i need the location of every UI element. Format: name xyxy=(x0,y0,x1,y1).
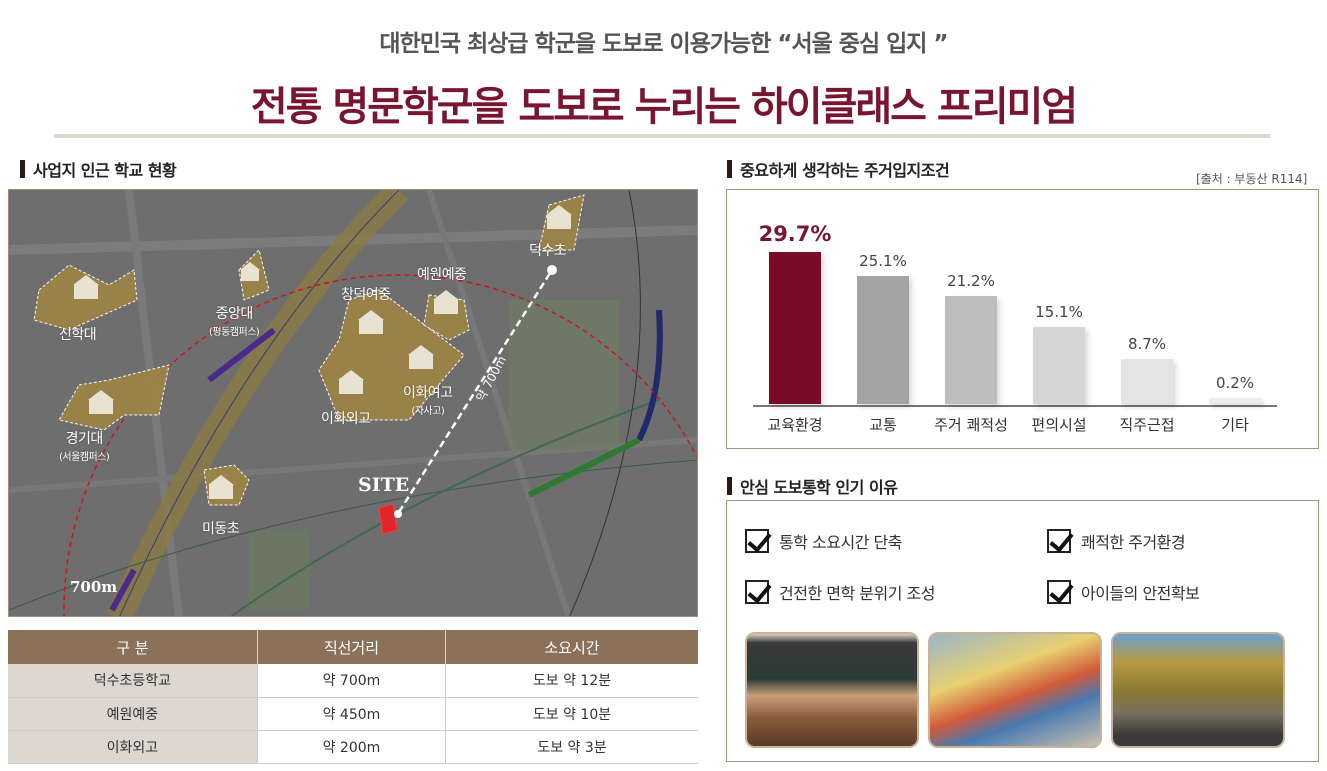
chart-section-title-text: 중요하게 생각하는 주거입지조건 xyxy=(740,161,950,180)
bar-rect xyxy=(1033,327,1085,404)
bar-category-label: 교통 xyxy=(869,416,897,434)
table-header: 소요시간 xyxy=(445,630,698,664)
reason-text: 통학 소요시간 단축 xyxy=(779,533,902,552)
bar-rect xyxy=(1209,398,1261,404)
table-cell: 이화외고 xyxy=(8,730,258,764)
table-header-row: 구 분 직선거리 소요시간 xyxy=(8,630,698,664)
bar-value-label: 0.2% xyxy=(1215,374,1255,392)
chart-section-title: 중요하게 생각하는 주거입지조건 xyxy=(727,157,950,181)
radius-label: 700m xyxy=(70,578,118,596)
table-cell: 도보 약 12분 xyxy=(445,664,698,698)
children-walking-photo xyxy=(928,632,1102,748)
map-label-school: 경기대 (서울캠퍼스) xyxy=(59,431,110,463)
reason-item: 쾌적한 주거환경 xyxy=(1047,529,1186,553)
map-label-school: 예원예중 xyxy=(417,267,467,283)
bar-rect xyxy=(769,252,821,404)
chart-bar: 8.7% xyxy=(1121,335,1173,404)
bar-rect xyxy=(945,296,997,404)
reasons-section-title-text: 안심 도보통학 인기 이유 xyxy=(740,478,898,497)
table-cell: 덕수초등학교 xyxy=(8,664,258,698)
chart-bar: 25.1% xyxy=(857,252,909,404)
map-label-school: 미동초 xyxy=(202,521,240,537)
table-cell: 예원예중 xyxy=(8,697,258,731)
checkbox-checked-icon xyxy=(1047,529,1071,553)
table-row: 예원예중 약 450m 도보 약 10분 xyxy=(8,697,698,731)
reasons-section-title: 안심 도보통학 인기 이유 xyxy=(727,474,898,498)
chart-bar: 21.2% xyxy=(945,272,997,404)
map-section-title-text: 사업지 인근 학교 현황 xyxy=(33,161,177,180)
site-label: SITE xyxy=(358,474,410,496)
table-cell: 도보 약 10분 xyxy=(445,697,698,731)
table-row: 덕수초등학교 약 700m 도보 약 12분 xyxy=(8,664,698,698)
table-header: 직선거리 xyxy=(257,630,447,664)
bar-category-label: 교육환경 xyxy=(767,416,823,434)
bar-rect xyxy=(1121,359,1173,404)
bar-category-label: 직주근접 xyxy=(1119,416,1175,434)
chart-bar: 15.1% xyxy=(1033,303,1085,404)
chart-bar: 29.7% xyxy=(759,222,831,404)
school-map: 신학대 중앙대 (평동캠퍼스) 경기대 (서울캠퍼스) 미동초 창덕여중 예원예중 … xyxy=(8,189,698,617)
reason-text: 건전한 면학 분위기 조성 xyxy=(779,584,935,603)
map-section-title: 사업지 인근 학교 현황 xyxy=(20,157,177,181)
header-divider xyxy=(54,134,1270,138)
title-bar-icon xyxy=(727,477,732,495)
reason-text: 아이들의 안전확보 xyxy=(1081,584,1200,603)
bar-rect xyxy=(857,276,909,404)
reason-item: 통학 소요시간 단축 xyxy=(745,529,902,553)
classroom-photo xyxy=(745,632,919,748)
page-subtitle: 대한민국 최상급 학군을 도보로 이용가능한 “서울 중심 입지 ” xyxy=(379,31,948,57)
bar-value-label: 21.2% xyxy=(947,272,995,290)
bar-value-label: 25.1% xyxy=(859,252,907,270)
chart-bar: 0.2% xyxy=(1209,374,1261,404)
chart-x-axis xyxy=(753,405,1277,407)
map-label-school: 덕수초 xyxy=(529,243,567,259)
bar-value-label: 8.7% xyxy=(1127,335,1167,353)
map-graphics xyxy=(9,190,697,616)
map-label-school: 중앙대 (평동캠퍼스) xyxy=(209,306,260,338)
checkbox-checked-icon xyxy=(745,580,769,604)
chart-source: [출처 : 부동산 R114] xyxy=(1196,172,1308,186)
table-header: 구 분 xyxy=(8,630,258,664)
reason-item: 건전한 면학 분위기 조성 xyxy=(745,580,935,604)
table-cell: 도보 약 3분 xyxy=(445,730,698,764)
bar-value-label: 15.1% xyxy=(1035,303,1083,321)
table-row: 이화외고 약 200m 도보 약 3분 xyxy=(8,730,698,764)
tree-lined-street-photo xyxy=(1111,632,1285,748)
bar-chart: 29.7% 교육환경 25.1% 교통 21.2% 주거 쾌적성 15.1% 편의시설 8.7%… xyxy=(726,189,1319,449)
title-bar-icon xyxy=(20,160,25,178)
bar-value-label: 29.7% xyxy=(758,222,832,246)
checkbox-checked-icon xyxy=(1047,580,1071,604)
reason-text: 쾌적한 주거환경 xyxy=(1081,533,1186,552)
bar-category-label: 주거 쾌적성 xyxy=(934,416,1008,434)
reasons-panel: 통학 소요시간 단축 쾌적한 주거환경 건전한 면학 분위기 조성 아이들의 안… xyxy=(726,500,1319,762)
map-label-school: 이화외고 xyxy=(321,411,371,427)
map-label-school: 창덕여중 xyxy=(341,287,391,303)
table-cell: 약 200m xyxy=(257,730,447,764)
table-cell: 약 700m xyxy=(257,664,447,698)
table-cell: 약 450m xyxy=(257,697,447,731)
bar-category-label: 기타 xyxy=(1221,416,1249,434)
reason-item: 아이들의 안전확보 xyxy=(1047,580,1200,604)
page-headline: 전통 명문학군을 도보로 누리는 하이클래스 프리미엄 xyxy=(250,84,1078,130)
map-label-school: 신학대 xyxy=(59,327,97,343)
map-label-school: 이화여고 (자사고) xyxy=(403,385,453,417)
title-bar-icon xyxy=(727,160,732,178)
checkbox-checked-icon xyxy=(745,529,769,553)
school-distance-table: 구 분 직선거리 소요시간 덕수초등학교 약 700m 도보 약 12분 예원예… xyxy=(8,630,698,764)
bar-category-label: 편의시설 xyxy=(1031,416,1087,434)
